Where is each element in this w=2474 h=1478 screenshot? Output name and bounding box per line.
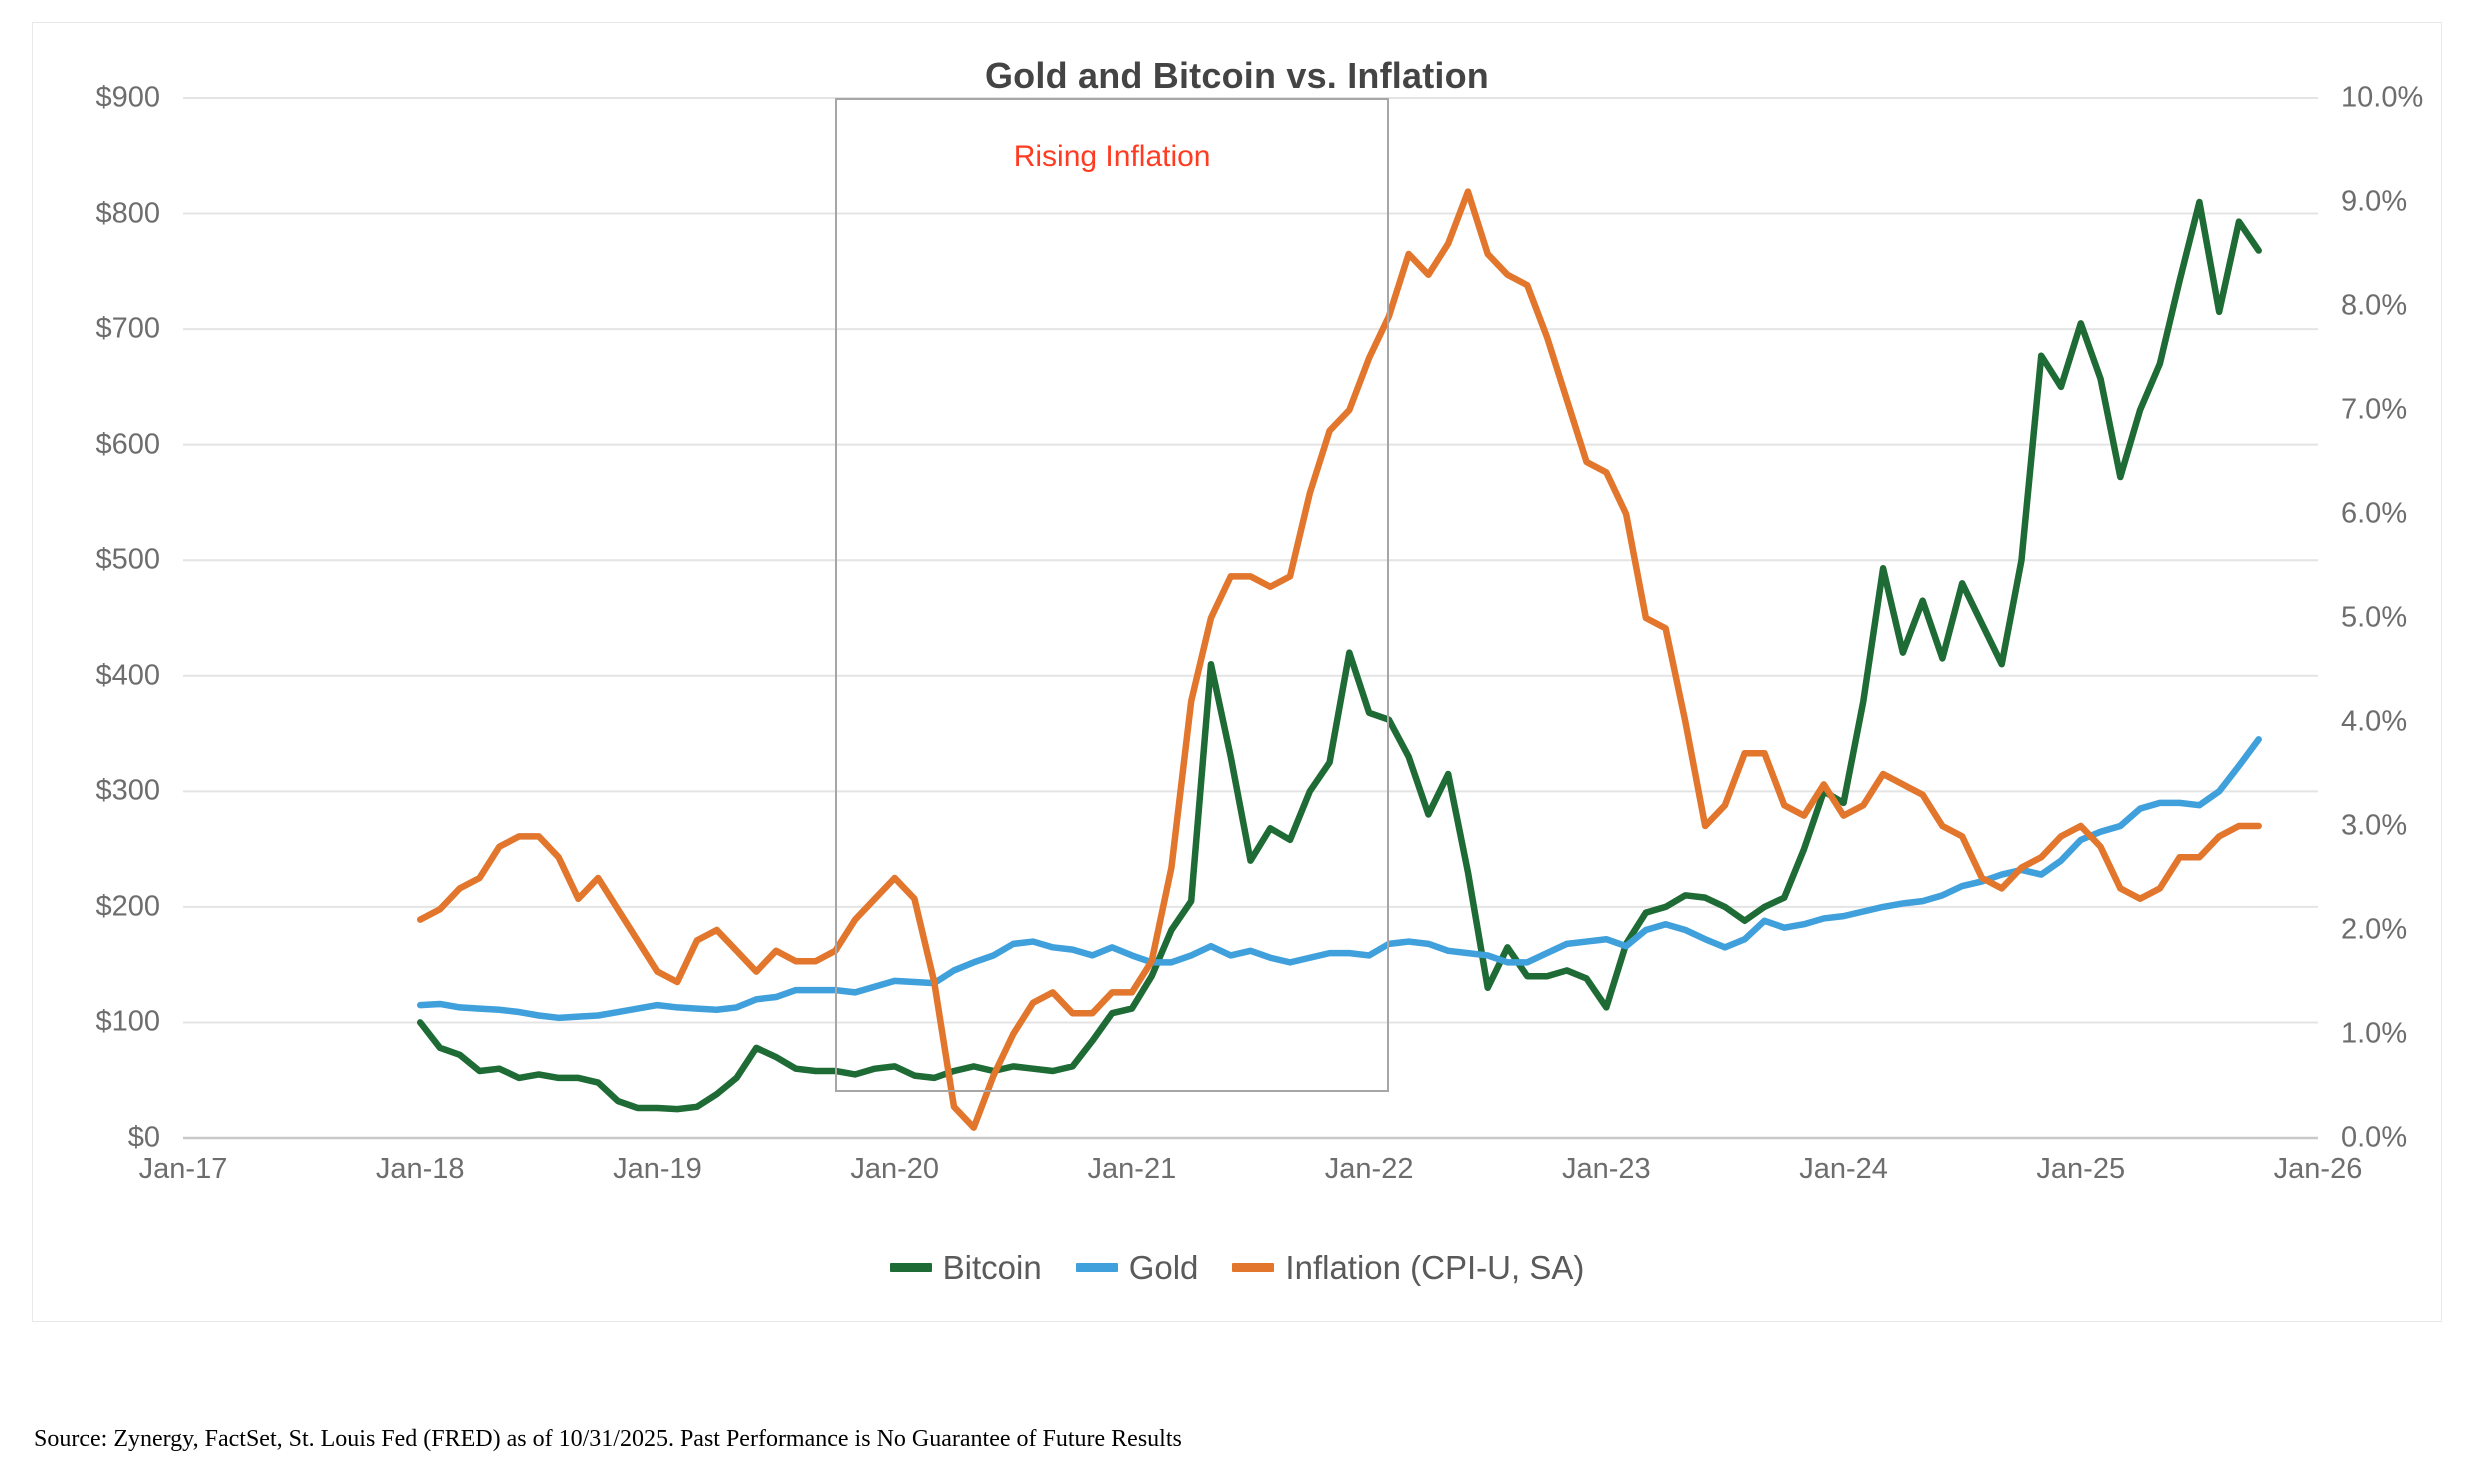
series-line-gold: [420, 739, 2258, 1017]
series-line-inflation-cpi-u-sa: [420, 192, 2258, 1128]
x-axis-tick: Jan-22: [1324, 1153, 1414, 1185]
rising-inflation-label: Rising Inflation: [1013, 140, 1211, 173]
right-axis-tick: 1.0%: [2341, 1017, 2408, 1050]
right-axis-tick: 7.0%: [2341, 393, 2408, 426]
x-axis-tick: Jan-19: [613, 1153, 702, 1185]
chart-card: Gold and Bitcoin vs. Inflation $900 $800 $…: [32, 22, 2442, 1322]
right-axis-tick: 0.0%: [2341, 1121, 2408, 1154]
x-axis-tick: Jan-23: [1561, 1153, 1651, 1185]
left-axis-tick-labels: $900 $800 $700 $600 $500 $400 $300 $200 $100 $0: [33, 83, 178, 1152]
source-note: Source: Zynergy, FactSet, St. Louis Fed …: [34, 1426, 1182, 1452]
series-line-bitcoin: [420, 202, 2258, 1109]
right-axis-tick-labels: 10.0% 9.0% 8.0% 7.0% 6.0% 5.0% 4.0% 3.0% 2.0% 1.0…: [2323, 83, 2438, 1152]
x-axis-tick: Jan-26: [2273, 1153, 2363, 1185]
right-axis-tick: 8.0%: [2341, 289, 2408, 322]
x-axis-tick: Jan-25: [2036, 1153, 2126, 1185]
legend-swatch-icon: [889, 1263, 932, 1272]
x-axis-tick-labels: Jan-17 Jan-18 Jan-19 Jan-20 Jan-21 Jan-22 Jan-…: [139, 1141, 2363, 1201]
right-axis-tick: 2.0%: [2341, 913, 2408, 946]
left-axis-tick: $0: [127, 1121, 160, 1154]
right-axis-tick: 3.0%: [2341, 809, 2408, 842]
left-axis-tick: $400: [95, 659, 160, 692]
legend-label: Bitcoin: [942, 1249, 1042, 1286]
legend-label: Inflation (CPI-U, SA): [1285, 1249, 1585, 1286]
legend-label: Gold: [1128, 1249, 1199, 1286]
legend-item-gold[interactable]: Gold: [1075, 1249, 1199, 1286]
right-axis-tick: 5.0%: [2341, 601, 2408, 634]
left-axis-tick: $600: [95, 428, 160, 461]
chart-legend: Bitcoin Gold Inflation (CPI-U, SA): [33, 1251, 2441, 1284]
left-axis-tick: $900: [95, 81, 160, 114]
legend-item-inflation-cpi-u-sa[interactable]: Inflation (CPI-U, SA): [1232, 1251, 1584, 1284]
x-axis-tick: Jan-21: [1087, 1153, 1177, 1185]
x-axis-tick: Jan-20: [850, 1153, 939, 1185]
left-axis-tick: $700: [95, 312, 160, 345]
rising-inflation-box: [835, 98, 1389, 1092]
plot-area: [183, 98, 2318, 1138]
legend-item-bitcoin[interactable]: Bitcoin: [889, 1249, 1042, 1286]
x-axis-tick: Jan-24: [1799, 1153, 1888, 1185]
chart-title: Gold and Bitcoin vs. Inflation: [984, 55, 1489, 96]
x-axis-tick: Jan-17: [138, 1153, 228, 1185]
right-axis-tick: 6.0%: [2341, 497, 2408, 530]
left-axis-tick: $500: [95, 543, 160, 576]
right-axis-tick: 10.0%: [2341, 81, 2424, 114]
legend-swatch-icon: [1232, 1263, 1275, 1272]
x-axis-tick: Jan-18: [375, 1153, 465, 1185]
left-axis-tick: $200: [95, 890, 160, 923]
left-axis-tick: $300: [95, 774, 160, 807]
left-axis-tick: $100: [95, 1005, 160, 1038]
left-axis-tick: $800: [95, 197, 160, 230]
right-axis-tick: 4.0%: [2341, 705, 2408, 738]
legend-swatch-icon: [1075, 1263, 1118, 1272]
right-axis-tick: 9.0%: [2341, 185, 2408, 218]
plot-svg: [183, 98, 2318, 1138]
